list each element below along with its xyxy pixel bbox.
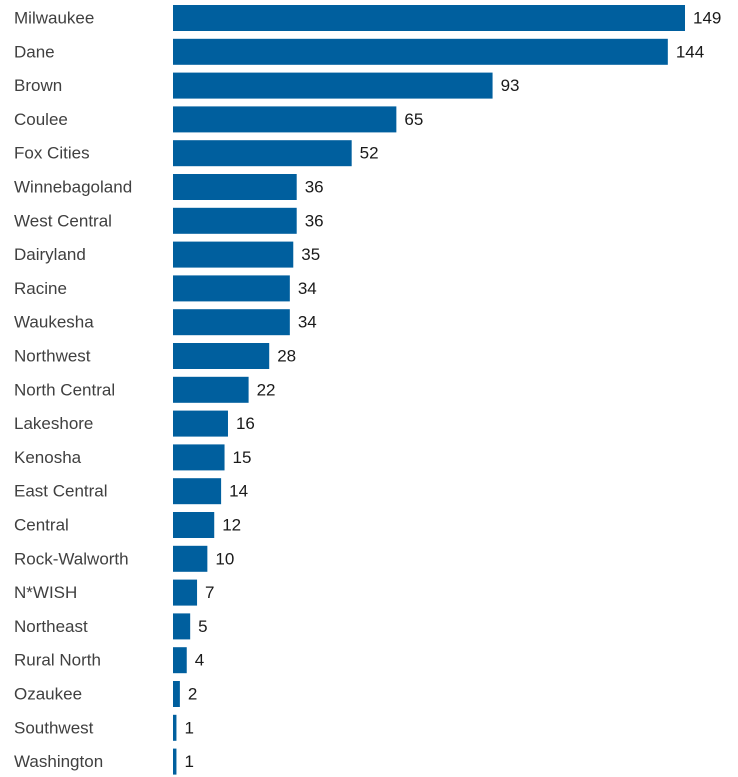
category-label-12: Lakeshore	[14, 414, 93, 433]
bar-18	[173, 613, 191, 640]
category-label-22: Washington	[14, 752, 103, 771]
bar-20	[173, 681, 180, 707]
category-label-8: Racine	[14, 279, 67, 298]
bar-14	[173, 478, 222, 505]
value-label-19: 4	[195, 651, 204, 670]
category-label-10: Northwest	[14, 347, 91, 366]
bar-5	[173, 174, 297, 200]
bar-12	[173, 410, 228, 437]
value-label-0: 149	[693, 9, 721, 28]
bar-7	[173, 241, 294, 268]
value-label-10: 28	[277, 347, 296, 366]
value-label-18: 5	[198, 617, 207, 636]
value-label-15: 12	[222, 516, 241, 535]
bar-0	[173, 5, 685, 31]
bar-13	[173, 444, 225, 471]
bar-1	[173, 38, 668, 65]
category-label-16: Rock-Walworth	[14, 549, 129, 568]
value-label-5: 36	[305, 178, 324, 197]
bar-8	[173, 275, 290, 302]
value-label-12: 16	[236, 414, 255, 433]
value-label-8: 34	[298, 279, 317, 298]
category-label-0: Milwaukee	[14, 9, 94, 28]
value-label-21: 1	[184, 718, 193, 737]
value-label-4: 52	[360, 144, 379, 163]
category-label-9: Waukesha	[14, 313, 94, 332]
value-label-2: 93	[501, 76, 520, 95]
category-label-19: Rural North	[14, 651, 101, 670]
value-label-20: 2	[188, 685, 197, 704]
bar-4	[173, 140, 352, 167]
category-label-14: East Central	[14, 482, 108, 501]
value-label-17: 7	[205, 583, 214, 602]
category-label-18: Northeast	[14, 617, 88, 636]
category-label-4: Fox Cities	[14, 144, 90, 163]
category-label-3: Coulee	[14, 110, 68, 129]
category-label-1: Dane	[14, 42, 55, 61]
value-label-14: 14	[229, 482, 248, 501]
value-label-6: 36	[305, 211, 324, 230]
bar-6	[173, 207, 297, 234]
value-label-11: 22	[257, 380, 276, 399]
value-label-3: 65	[404, 110, 423, 129]
category-label-17: N*WISH	[14, 583, 77, 602]
bar-19	[173, 647, 187, 674]
bar-10	[173, 343, 270, 369]
bar-16	[173, 545, 208, 572]
category-label-13: Kenosha	[14, 448, 82, 467]
value-label-22: 1	[184, 752, 193, 771]
bar-9	[173, 309, 290, 336]
category-label-7: Dairyland	[14, 245, 86, 264]
value-label-16: 10	[215, 549, 234, 568]
bar-22	[173, 748, 177, 775]
value-label-7: 35	[301, 245, 320, 264]
bar-17	[173, 579, 198, 606]
bar-21	[173, 714, 177, 741]
category-label-21: Southwest	[14, 718, 94, 737]
value-label-9: 34	[298, 313, 317, 332]
category-label-15: Central	[14, 516, 69, 535]
category-label-2: Brown	[14, 76, 62, 95]
category-label-6: West Central	[14, 211, 112, 230]
category-label-5: Winnebagoland	[14, 178, 132, 197]
category-label-20: Ozaukee	[14, 685, 82, 704]
value-label-13: 15	[233, 448, 252, 467]
bar-11	[173, 376, 249, 403]
value-labels-layer: 1491449365523636353434282216151412107542…	[184, 9, 721, 772]
value-label-1: 144	[676, 42, 704, 61]
category-label-11: North Central	[14, 380, 115, 399]
bars-layer	[173, 5, 685, 775]
bar-15	[173, 512, 215, 538]
bar-2	[173, 72, 493, 99]
category-labels-layer: Milwaukee Dane Brown Coulee Fox Cities Winneb…	[14, 9, 132, 772]
bar-3	[173, 106, 397, 133]
